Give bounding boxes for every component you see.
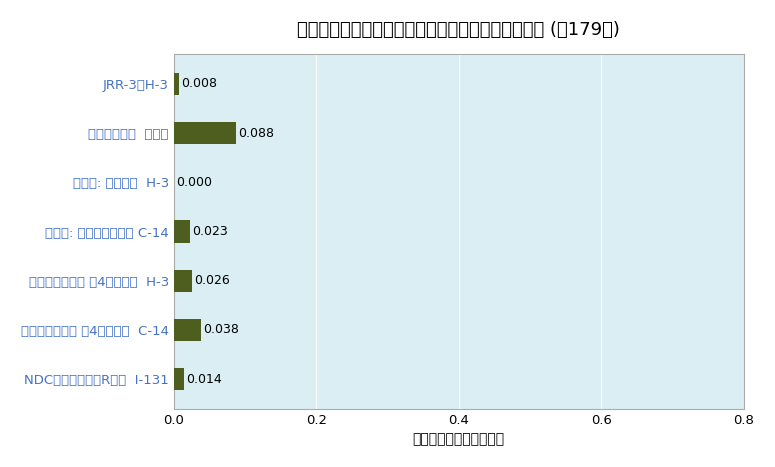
Text: 0.038: 0.038 [203,324,239,337]
Bar [174,73,179,95]
Text: 0.000: 0.000 [176,176,212,189]
Text: 0.088: 0.088 [239,127,274,140]
Bar [174,269,192,292]
Text: 0.014: 0.014 [186,373,222,386]
Bar [174,122,236,144]
Title: 排気中の主要放射性核種の管理目標値に対する割合 (第179報): 排気中の主要放射性核種の管理目標値に対する割合 (第179報) [298,21,620,39]
Bar [174,368,184,390]
X-axis label: 管理目標値に対する割合: 管理目標値に対する割合 [412,432,505,446]
Bar [174,319,201,341]
Text: 0.023: 0.023 [192,225,228,238]
Text: 0.008: 0.008 [181,78,218,90]
Text: 0.026: 0.026 [195,274,230,287]
Bar [174,220,190,242]
